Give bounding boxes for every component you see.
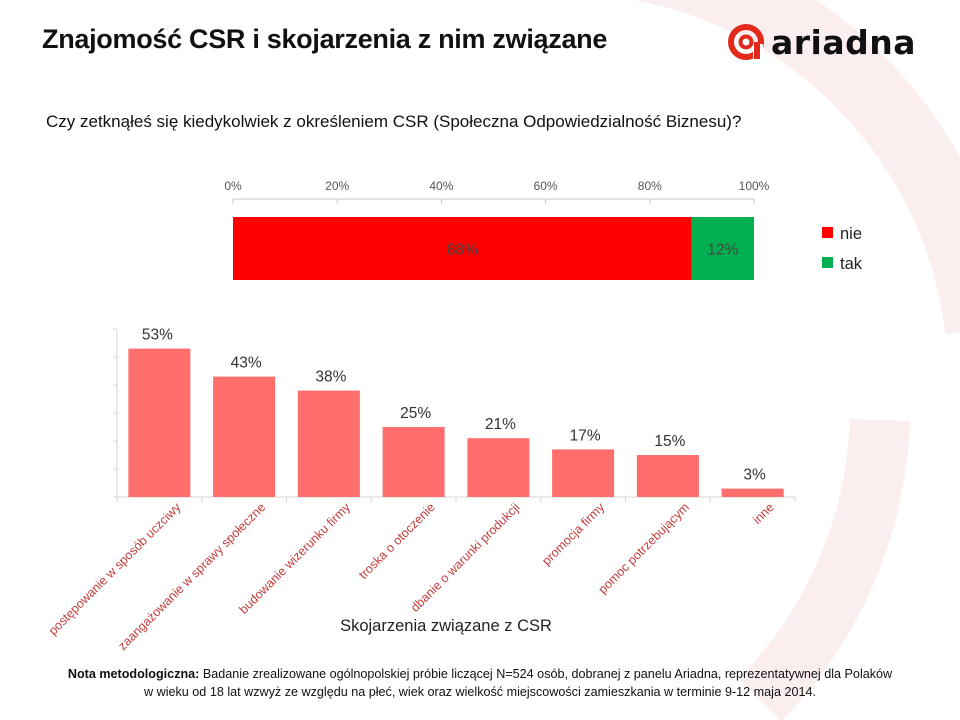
survey-question: Czy zetknąłeś się kiedykolwiek z określe… (46, 112, 742, 131)
bar-segment-tak (691, 217, 754, 280)
category-label: troska o otoczenie (356, 500, 438, 582)
category-label: zaangażowanie w sprawy społeczne (115, 500, 268, 653)
bar-data-label: 53% (142, 327, 173, 344)
bar-data-label: 38% (315, 369, 346, 386)
x-tick-label: 20% (325, 179, 349, 193)
bar-data-label: 21% (485, 416, 516, 433)
bar-label-tak: 12% (707, 242, 738, 259)
legend-label-nie: nie (840, 225, 862, 243)
awareness-stacked-bar-chart: 0% 20% 40% 60% 80% 100% 88% 12% nie tak (224, 179, 863, 280)
category-label: promocja firmy (539, 500, 607, 568)
methodology-note-text: Badanie zrealizowane ogólnopolskiej prób… (144, 667, 893, 699)
bar-1 (213, 376, 276, 497)
category-label: pomoc potrzebującym (596, 500, 692, 596)
methodology-note-label: Nota metodologiczna: (67, 667, 200, 681)
x-tick-label: 80% (638, 179, 662, 193)
page-title: Znajomość CSR i skojarzenia z nim związa… (42, 24, 608, 54)
ariadna-logo-icon (728, 24, 764, 60)
bar-0 (128, 348, 191, 497)
category-label: inne (750, 500, 777, 527)
bar-data-label: 17% (570, 427, 601, 444)
ariadna-logo: ariadna (726, 22, 916, 62)
bar-2 (297, 390, 360, 497)
ariadna-logo-text: ariadna (771, 22, 917, 62)
bar-label-nie: 88% (447, 242, 478, 259)
associations-bar-chart: 53% postępowanie w sposób uczciwy 43% zaang… (46, 327, 796, 653)
legend-label-tak: tak (840, 255, 863, 273)
legend-swatch-nie (822, 227, 833, 238)
methodology-note: Nota metodologiczna: Badanie zrealizowan… (62, 665, 898, 701)
bar-data-label: 15% (654, 433, 685, 450)
bar-4 (467, 438, 530, 497)
bar-segment-nie (233, 217, 692, 280)
x-tick-label: 0% (224, 179, 242, 193)
bar-data-label: 43% (231, 355, 262, 372)
legend-swatch-tak (822, 257, 833, 268)
bar-6 (636, 455, 699, 497)
bar-data-label: 25% (400, 405, 431, 422)
bar-5 (552, 449, 615, 497)
x-tick-label: 100% (739, 179, 770, 193)
bar-7 (721, 488, 784, 497)
category-label: postępowanie w sposób uczciwy (46, 500, 184, 638)
chart-title: Skojarzenia związane z CSR (340, 617, 552, 635)
x-tick-label: 60% (534, 179, 558, 193)
bar-3 (382, 427, 445, 497)
x-tick-label: 40% (429, 179, 453, 193)
bar-data-label: 3% (743, 467, 766, 484)
